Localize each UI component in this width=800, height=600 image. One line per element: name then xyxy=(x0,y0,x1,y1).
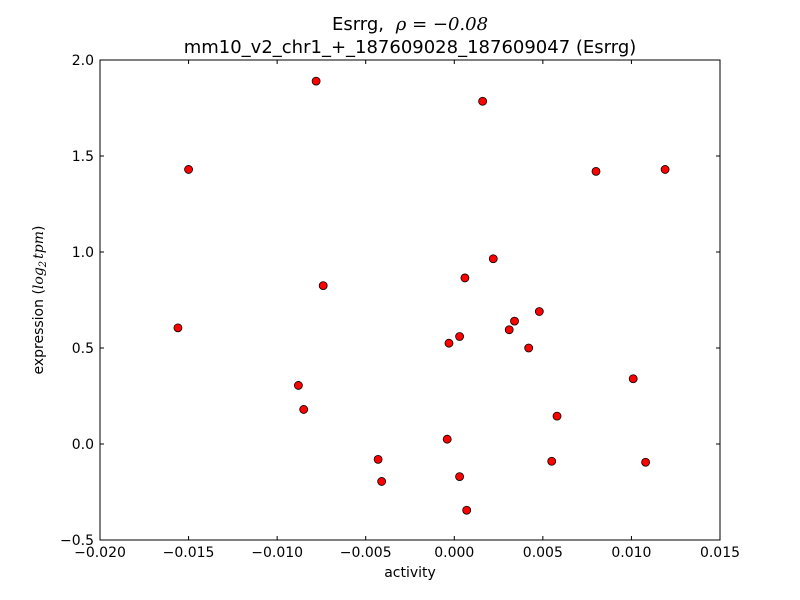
x-axis-ticks: −0.020 −0.015 −0.010 −0.005 0.000 0.005 0.010 0… xyxy=(74,60,740,561)
x-tick-label: 0.010 xyxy=(611,545,651,561)
y-tick-label: −0.5 xyxy=(60,533,94,549)
data-point xyxy=(311,76,321,86)
x-tick-label: 0.015 xyxy=(700,545,740,561)
x-tick-label: 0.000 xyxy=(434,545,474,561)
x-tick-label: −0.020 xyxy=(74,545,126,561)
y-tick-label: 1.0 xyxy=(72,245,94,261)
data-point xyxy=(504,325,514,335)
data-point xyxy=(184,165,193,174)
chart-title-line1: Esrrg, ρ = −0.08 xyxy=(332,14,488,35)
x-tick-label: −0.005 xyxy=(340,545,392,561)
y-axis-label-tpm: tpm xyxy=(31,231,47,259)
y-tick-label: 2.0 xyxy=(72,53,94,69)
y-axis-ticks: −0.5 0.0 0.5 1.0 1.5 2.0 xyxy=(60,53,720,549)
data-point xyxy=(660,165,670,174)
y-axis-label: expression (log2 tpm) xyxy=(31,225,49,374)
data-point xyxy=(478,96,488,106)
data-point xyxy=(488,254,498,264)
y-tick-label: 0.0 xyxy=(72,437,94,453)
data-point xyxy=(510,316,519,326)
data-point xyxy=(641,457,650,467)
data-point xyxy=(173,323,183,333)
data-point xyxy=(460,273,470,283)
x-tick-label: −0.015 xyxy=(163,545,215,561)
chart-title-gene: Esrrg, xyxy=(332,14,384,35)
y-axis-label-sub: 2 xyxy=(38,261,49,268)
data-point xyxy=(524,343,534,353)
plot-area xyxy=(99,59,721,541)
data-points xyxy=(173,76,670,515)
x-tick-label: −0.010 xyxy=(251,545,303,561)
chart-title-line2: mm10_v2_chr1_+_187609028_187609047 (Esrr… xyxy=(184,37,637,58)
data-point xyxy=(293,381,303,390)
data-point xyxy=(552,411,562,421)
y-tick-label: 0.5 xyxy=(72,341,94,357)
y-axis-label-suffix: ) xyxy=(31,225,47,230)
data-point xyxy=(547,456,557,466)
y-tick-label: 1.5 xyxy=(72,149,94,165)
data-point xyxy=(455,332,465,341)
data-point xyxy=(444,338,454,348)
data-point xyxy=(318,281,328,291)
data-point xyxy=(373,454,383,464)
y-axis-label-prefix: expression ( xyxy=(31,289,47,374)
data-point xyxy=(299,405,309,414)
data-point xyxy=(534,307,544,316)
data-point xyxy=(628,374,638,384)
data-point xyxy=(591,166,601,176)
data-point xyxy=(462,505,472,515)
x-tick-label: 0.005 xyxy=(523,545,563,561)
data-point xyxy=(442,434,452,444)
x-axis-label: activity xyxy=(384,565,436,581)
y-axis-label-log: log xyxy=(31,267,47,289)
data-point xyxy=(455,472,465,482)
data-point xyxy=(377,477,387,486)
chart-title-rho: ρ = −0.08 xyxy=(395,14,488,35)
